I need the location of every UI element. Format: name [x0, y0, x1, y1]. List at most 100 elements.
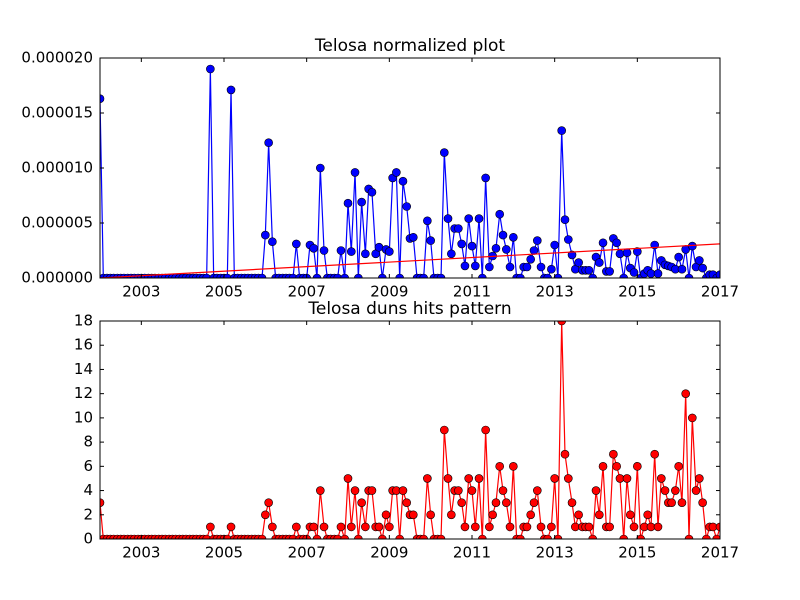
- data-point: [443, 214, 453, 223]
- y-tick-label: 14: [74, 360, 93, 378]
- data-point: [536, 522, 546, 532]
- data-point: [333, 534, 342, 539]
- data-point: [495, 462, 504, 471]
- data-point: [440, 148, 449, 157]
- data-point: [653, 269, 663, 278]
- data-point: [312, 534, 322, 539]
- y-tick-label: 18: [74, 312, 93, 330]
- data-point: [423, 474, 432, 483]
- data-point: [516, 273, 525, 278]
- data-point: [457, 239, 466, 249]
- data-point: [419, 534, 428, 539]
- data-point: [481, 425, 490, 435]
- data-point: [557, 321, 566, 326]
- data-point: [409, 510, 418, 520]
- data-point: [553, 273, 563, 278]
- y-tick-label: 0.000010: [21, 159, 93, 177]
- data-point: [436, 273, 446, 278]
- data-point: [622, 248, 632, 257]
- data-point: [485, 262, 494, 272]
- data-point: [560, 449, 570, 459]
- data-point: [595, 258, 604, 267]
- data-point: [712, 534, 720, 539]
- chart-title: Telosa duns hits pattern: [307, 299, 511, 319]
- data-point: [702, 534, 711, 539]
- data-point: [481, 173, 490, 183]
- y-tick-label: 6: [83, 457, 93, 475]
- data-point: [261, 510, 270, 520]
- data-point: [347, 522, 356, 532]
- data-point: [398, 176, 408, 186]
- data-point: [553, 534, 563, 539]
- data-point: [633, 247, 642, 256]
- data-point: [447, 510, 456, 520]
- data-line: [100, 321, 720, 539]
- data-point: [309, 244, 318, 253]
- data-point: [381, 510, 391, 520]
- data-point: [385, 522, 394, 532]
- data-point: [502, 245, 511, 254]
- data-point: [564, 235, 573, 244]
- data-point: [436, 534, 446, 539]
- x-tick-label: 2007: [288, 283, 326, 301]
- y-tick-label: 16: [74, 336, 93, 354]
- data-point: [605, 522, 614, 532]
- x-tick-label: 2017: [701, 544, 739, 562]
- plot-area: [100, 321, 720, 539]
- axes-frame: [99, 57, 721, 279]
- data-point: [367, 187, 377, 197]
- data-point: [264, 138, 273, 147]
- data-point: [516, 534, 525, 539]
- x-tick-label: 2007: [288, 544, 326, 562]
- data-point: [674, 462, 683, 471]
- data-point: [474, 474, 484, 483]
- data-point: [522, 522, 532, 532]
- data-point: [550, 474, 559, 483]
- data-point: [595, 510, 604, 520]
- data-point: [100, 498, 105, 507]
- data-point: [660, 486, 670, 495]
- data-point: [340, 273, 349, 278]
- y-tick-label: 4: [83, 481, 93, 499]
- data-point: [533, 486, 542, 495]
- data-point: [612, 238, 621, 248]
- data-point: [226, 522, 236, 532]
- data-point: [619, 534, 628, 539]
- y-tick-label: 0: [83, 530, 93, 548]
- y-tick-label: 0.000020: [21, 49, 93, 67]
- data-point: [474, 214, 484, 223]
- data-point: [398, 486, 408, 495]
- data-point: [292, 522, 301, 532]
- data-point: [292, 239, 301, 249]
- data-point: [588, 534, 597, 539]
- data-point: [409, 233, 418, 242]
- data-point: [643, 510, 652, 520]
- data-point: [374, 522, 384, 532]
- data-point: [402, 202, 411, 211]
- data-point: [629, 268, 639, 277]
- data-point: [650, 449, 659, 459]
- data-point: [560, 215, 570, 224]
- data-point: [677, 498, 687, 507]
- data-point: [316, 163, 325, 173]
- data-point: [498, 230, 508, 240]
- data-point: [574, 258, 583, 267]
- data-point: [505, 262, 515, 272]
- x-tick-label: 2005: [205, 544, 243, 562]
- data-point: [547, 264, 556, 274]
- data-point: [657, 474, 666, 483]
- data-line: [100, 243, 720, 278]
- data-point: [667, 498, 676, 507]
- y-tick-label: 0.000005: [21, 214, 93, 232]
- data-point: [557, 126, 566, 135]
- data-point: [460, 522, 470, 532]
- chart-title: Telosa normalized plot: [314, 36, 506, 56]
- data-point: [257, 534, 267, 539]
- data-point: [440, 425, 449, 435]
- data-point: [636, 534, 645, 539]
- x-tick-label: 2009: [370, 544, 408, 562]
- data-point: [464, 474, 473, 483]
- x-tick-label: 2011: [453, 544, 491, 562]
- data-point: [522, 262, 532, 272]
- data-point: [357, 498, 366, 507]
